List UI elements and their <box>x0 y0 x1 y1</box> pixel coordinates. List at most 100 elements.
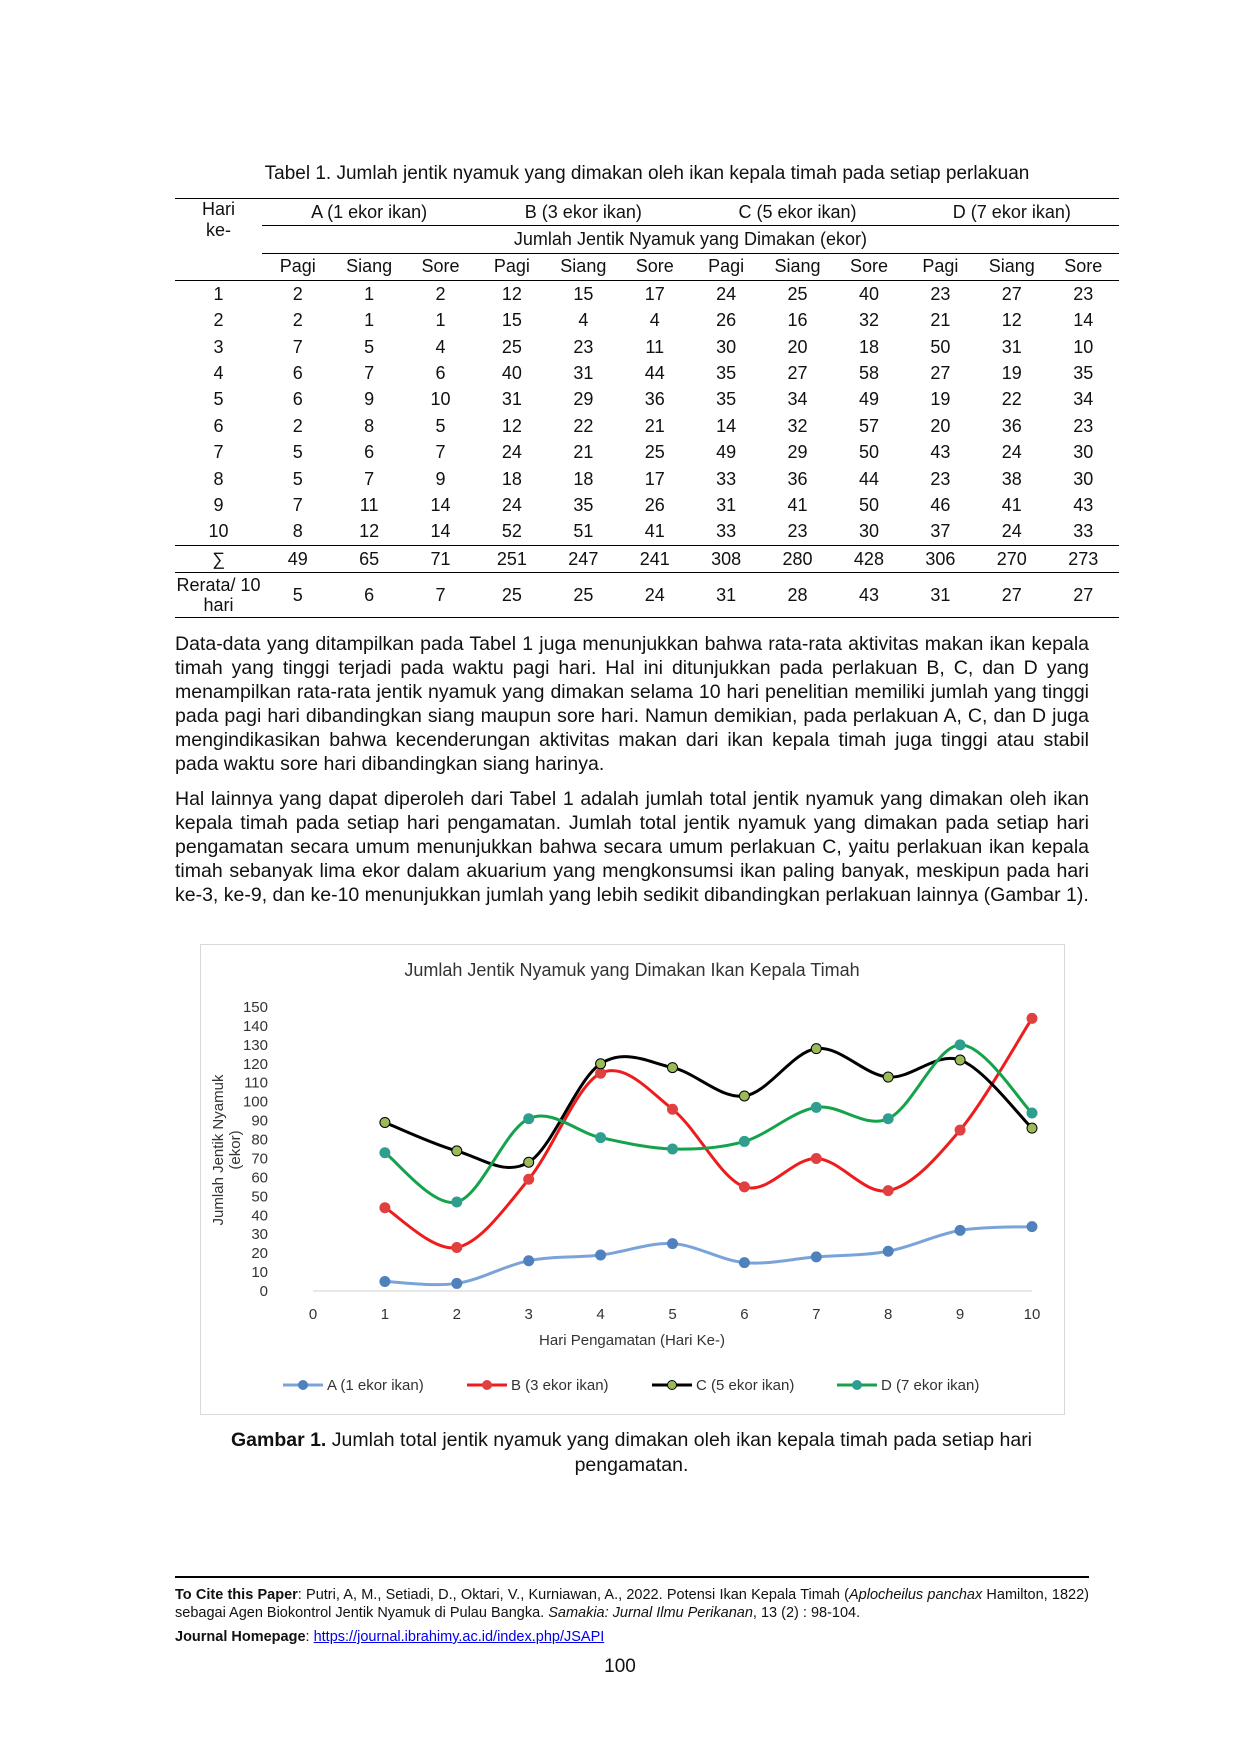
table-cell: 52 <box>501 521 522 542</box>
table-cell: 2 <box>435 283 446 304</box>
table-cell: 19 <box>1001 363 1022 384</box>
table-cell: 23 <box>573 336 594 357</box>
series-line <box>384 1225 1033 1287</box>
table-cell: 27 <box>787 363 808 384</box>
table-cell: 6 <box>213 415 224 436</box>
table-cell: 24 <box>716 283 737 304</box>
table-cell: 6 <box>292 389 303 410</box>
table-cell: 1 <box>364 283 375 304</box>
table-cell: 5 <box>435 415 446 436</box>
table-cell: 35 <box>716 363 737 384</box>
data-point <box>882 1113 894 1125</box>
table-cell: 31 <box>573 363 594 384</box>
y-tick-label: 50 <box>251 1188 268 1205</box>
chart-title: Jumlah Jentik Nyamuk yang Dimakan Ikan K… <box>404 960 859 980</box>
y-tick-label: 90 <box>251 1113 268 1130</box>
table-cell: 19 <box>930 389 951 410</box>
table-cell: 14 <box>1073 310 1094 331</box>
table-cell: 8 <box>364 415 375 436</box>
table-cell: ∑ <box>212 548 225 569</box>
table-cell: 31 <box>716 494 737 515</box>
table-cell: 32 <box>858 310 879 331</box>
table-cell: 1 <box>213 283 224 304</box>
table-cell: 4 <box>649 310 660 331</box>
table-cell: 27 <box>1001 584 1022 605</box>
table-cell: 17 <box>644 283 665 304</box>
time-header: Pagi <box>493 256 530 277</box>
data-point <box>595 1249 607 1261</box>
y-tick-label: 110 <box>244 1075 268 1092</box>
journal-homepage-link[interactable]: https://journal.ibrahimy.ac.id/index.php… <box>313 1629 605 1645</box>
table-cell: 33 <box>716 468 737 489</box>
table-cell: 22 <box>1001 389 1022 410</box>
data-point <box>523 1255 535 1267</box>
x-tick-label: 1 <box>381 1306 389 1323</box>
table-row: ∑ 49 65 71 251 247 241 308 280 428 306 270 273 <box>175 546 1119 573</box>
table-cell: 50 <box>858 494 879 515</box>
table-cell: 44 <box>644 363 665 384</box>
table-cell: 50 <box>930 336 951 357</box>
page-number: 100 <box>604 1656 636 1677</box>
table-cell: 12 <box>359 521 380 542</box>
y-tick-label: 130 <box>243 1037 268 1054</box>
table-cell: 7 <box>435 442 446 463</box>
table-row: 6 2 8 5 12 22 21 14 32 57 20 36 23 <box>175 413 1119 439</box>
table-cell: 33 <box>716 521 737 542</box>
data-point <box>810 1251 822 1263</box>
data-point <box>451 1196 463 1208</box>
table-cell: 4 <box>435 336 446 357</box>
table-cell: 24 <box>644 584 665 605</box>
table-cell: 14 <box>430 494 451 515</box>
table-cell: 12 <box>501 283 522 304</box>
table-row: 3 7 5 4 25 23 11 30 20 18 50 31 10 <box>175 334 1119 360</box>
table-cell: 43 <box>1073 494 1094 515</box>
table-cell: 40 <box>501 363 522 384</box>
x-tick-label: 9 <box>956 1306 964 1323</box>
table-cell: 6 <box>292 363 303 384</box>
legend-marker <box>482 1380 492 1390</box>
table-cell: 58 <box>858 363 879 384</box>
table-cell: 32 <box>787 415 808 436</box>
data-point <box>523 1156 535 1168</box>
x-tick-label: 6 <box>740 1306 748 1323</box>
table-cell: 2 <box>213 310 224 331</box>
table-cell: 35 <box>573 494 594 515</box>
x-tick-label: 2 <box>453 1306 461 1323</box>
x-tick-label: 8 <box>884 1306 892 1323</box>
data-point <box>379 1202 391 1214</box>
y-tick-label: 60 <box>251 1169 268 1186</box>
y-tick-label: 140 <box>243 1018 268 1035</box>
table-cell: 9 <box>435 468 446 489</box>
data-point <box>667 1143 678 1155</box>
table-cell: 21 <box>573 442 594 463</box>
data-point <box>882 1245 894 1257</box>
table-cell: 35 <box>716 389 737 410</box>
table-cell: 41 <box>1001 494 1022 515</box>
table-cell: 1 <box>364 310 375 331</box>
y-tick-label: 30 <box>251 1226 268 1243</box>
table-cell: 20 <box>787 336 808 357</box>
table-cell: 31 <box>501 389 522 410</box>
chart-svg: Jumlah Jentik Nyamuk yang Dimakan Ikan K… <box>210 960 1040 1394</box>
x-tick-label: 7 <box>812 1306 820 1323</box>
data-table: Hari ke- A (1 ekor ikan) B (3 ekor ikan) … <box>175 198 1119 618</box>
time-header: Sore <box>1064 256 1103 277</box>
table-cell: 428 <box>853 548 884 569</box>
table-cell: 9 <box>213 494 224 515</box>
table-cell: 25 <box>644 442 665 463</box>
table-cell: 5 <box>364 336 375 357</box>
table-cell: 43 <box>930 442 951 463</box>
data-point <box>954 1124 966 1136</box>
data-point <box>595 1067 607 1079</box>
table-cell: 4 <box>578 310 589 331</box>
table-cell: 31 <box>930 584 951 605</box>
data-point <box>810 1043 822 1055</box>
table-cell: 247 <box>568 548 599 569</box>
table-cell: 36 <box>1001 415 1022 436</box>
table-cell: 251 <box>496 548 527 569</box>
table-cell: 7 <box>213 442 224 463</box>
table-cell: 6 <box>364 584 375 605</box>
y-tick-label: 100 <box>243 1094 268 1111</box>
time-header: Siang <box>774 256 821 277</box>
table-cell: 9 <box>364 389 375 410</box>
